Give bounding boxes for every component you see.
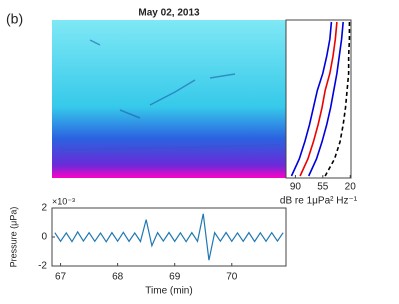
x-tick-label: 68 (112, 272, 124, 283)
chart-title: May 02, 2013 (138, 8, 200, 19)
y-tick-label: -2 (38, 261, 47, 272)
profile-line (290, 21, 333, 177)
profile-line (299, 21, 338, 177)
x-tick-label: 69 (169, 272, 181, 283)
x-tick-label: 90 (290, 182, 302, 193)
x-tick-label: 67 (55, 272, 67, 283)
profile-frame (285, 19, 352, 179)
timeseries-frame (51, 207, 287, 267)
profile-line (324, 22, 351, 177)
x-tick-label: 20 (345, 182, 357, 193)
x-axis-label: dB re 1μPa² Hz⁻¹ (280, 196, 358, 207)
signal-line (54, 213, 284, 261)
y-exponent: ×10⁻³ (52, 196, 75, 206)
spectrogram-features (59, 39, 281, 151)
x-tick-label: 70 (226, 272, 238, 283)
y-tick-label: 2 (41, 203, 47, 214)
spectrogram-image (52, 20, 286, 178)
profile-line (307, 21, 344, 177)
y-tick-label: 0 (41, 232, 47, 243)
x-tick-label: 55 (317, 182, 329, 193)
x-axis-label: Time (min) (145, 286, 192, 297)
y-axis-label: Pressure (μPa) (8, 207, 18, 268)
panel-label: (b) (6, 11, 23, 27)
